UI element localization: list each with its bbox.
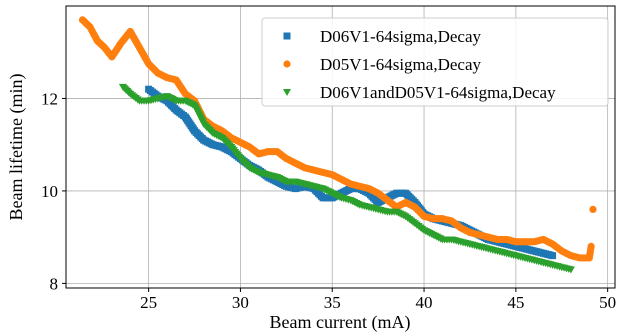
x-tick-label: 25: [140, 293, 157, 312]
y-axis-label: Beam lifetime (min): [6, 74, 27, 221]
x-axis-label: Beam current (mA): [270, 312, 411, 332]
legend-label: D05V1-64sigma,Decay: [320, 55, 481, 74]
series-2: [78, 16, 597, 262]
y-tick-label: 8: [50, 274, 59, 293]
tick-layer: 25 30 35 40 45 50 8 10 12: [41, 89, 616, 312]
legend-items: D06V1-64sigma,Decay D05V1-64sigma,Decay D0…: [283, 27, 556, 102]
legend-label: D06V1-64sigma,Decay: [320, 27, 481, 46]
x-tick-label: 45: [507, 293, 524, 312]
y-tick-label: 12: [41, 89, 58, 108]
legend-marker: [283, 89, 291, 96]
data-point: [589, 205, 597, 214]
x-tick-label: 50: [599, 293, 616, 312]
series-1: [145, 85, 557, 260]
legend-box: [261, 17, 609, 107]
legend-marker: [283, 60, 291, 68]
x-tick-label: 40: [416, 293, 433, 312]
x-tick-label: 35: [324, 293, 341, 312]
legend-label: D06V1andD05V1-64sigma,Decay: [320, 83, 556, 102]
plot-frame: [65, 5, 616, 289]
legend: D06V1-64sigma,Decay D05V1-64sigma,Decay D0…: [261, 17, 609, 107]
data-point: [549, 252, 557, 260]
data-layer: [78, 16, 597, 274]
y-tick-label: 10: [41, 182, 58, 201]
data-point: [587, 242, 595, 250]
data-point: [566, 266, 575, 274]
series-3: [118, 83, 575, 274]
legend-marker: [283, 32, 291, 40]
x-tick-label: 30: [232, 293, 249, 312]
